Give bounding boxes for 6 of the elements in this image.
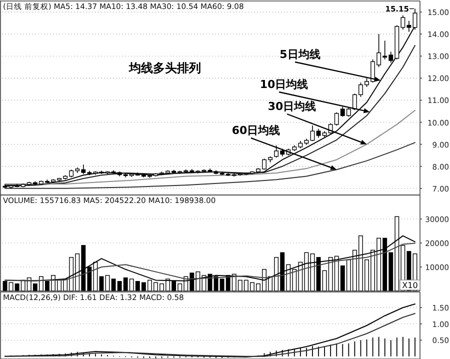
annotation: 30日均线 [268,100,316,113]
annotation: 60日均线 [232,124,280,137]
annotation: 10日均线 [260,78,308,91]
annotation: X10 [402,281,418,290]
annotation: 5日均线 [280,48,320,61]
annotation: 均线多头排列 [128,61,201,75]
